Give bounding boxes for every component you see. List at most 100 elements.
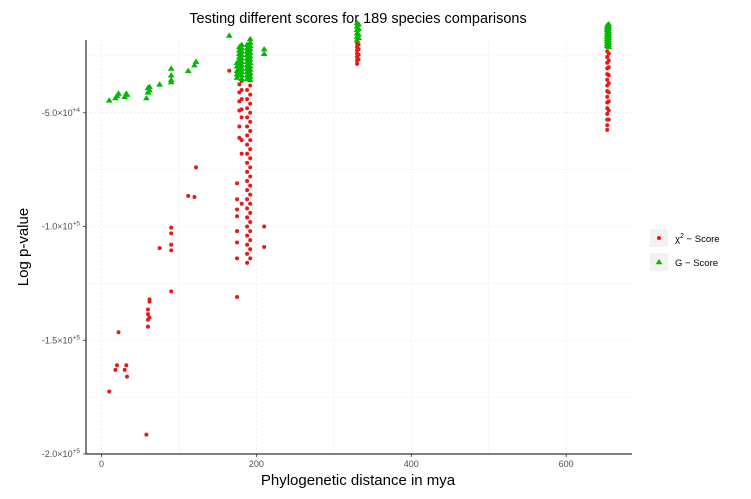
data-point-circle <box>248 156 253 161</box>
data-point-circle <box>606 90 611 95</box>
data-point-triangle <box>246 56 254 62</box>
data-point-circle <box>262 224 267 229</box>
data-point-circle <box>245 115 250 120</box>
data-point-triangle <box>246 39 254 45</box>
data-point-circle <box>356 42 361 47</box>
data-point-circle <box>248 138 253 143</box>
data-point-triangle <box>233 74 241 80</box>
data-point-circle <box>245 142 250 147</box>
data-point-triangle <box>167 72 175 78</box>
data-point-circle <box>248 101 253 106</box>
data-point-circle <box>245 106 250 111</box>
y-axis-label: Log p-value <box>15 208 32 286</box>
data-point-circle <box>262 245 267 249</box>
data-point-triangle <box>123 91 131 97</box>
data-point-circle <box>606 58 611 63</box>
data-point-triangle <box>146 86 153 93</box>
data-point-circle <box>145 307 150 312</box>
data-point-circle <box>239 115 244 120</box>
data-point-circle <box>248 201 253 206</box>
data-point-triangle <box>355 31 363 37</box>
series-chi2-score <box>107 41 611 437</box>
data-point-circle <box>245 242 250 247</box>
data-point-circle <box>235 229 240 234</box>
data-point-triangle <box>238 44 246 51</box>
data-point-circle <box>113 367 118 372</box>
data-point-circle <box>107 389 112 394</box>
data-point-circle <box>245 88 250 93</box>
data-point-circle <box>227 68 232 73</box>
data-point-circle <box>239 151 244 156</box>
data-point-circle <box>239 97 244 102</box>
data-point-circle <box>605 55 610 60</box>
legend-label: G − Score <box>675 258 718 269</box>
data-point-triangle <box>238 72 246 78</box>
data-point-circle <box>245 97 250 102</box>
data-point-circle <box>124 363 129 368</box>
data-point-triangle <box>238 61 246 68</box>
data-point-circle <box>606 117 611 122</box>
data-point-circle <box>606 73 611 78</box>
data-point-triangle <box>260 50 268 56</box>
data-point-circle <box>356 57 361 62</box>
x-axis-label: Phylogenetic distance in mya <box>261 472 456 489</box>
data-point-circle <box>248 128 253 133</box>
legend-item: χ2 − Score <box>650 229 720 247</box>
data-point-circle <box>248 147 253 152</box>
data-point-circle <box>605 111 610 116</box>
data-point-circle <box>606 99 611 104</box>
data-point-circle <box>245 260 250 265</box>
data-point-triangle <box>246 42 254 48</box>
data-point-triangle <box>238 41 246 47</box>
data-point-circle <box>245 124 250 129</box>
legend-key-triangle <box>655 258 663 265</box>
data-point-circle <box>248 165 253 170</box>
legend: χ2 − Score G − Score <box>650 229 720 271</box>
data-point-circle <box>245 251 250 256</box>
data-point-circle <box>186 193 191 198</box>
data-point-circle <box>235 295 240 300</box>
data-point-triangle <box>238 75 246 81</box>
data-point-circle <box>169 231 174 236</box>
data-point-triangle <box>238 68 246 75</box>
x-tick-label: 400 <box>404 459 419 469</box>
data-point-triangle <box>225 32 233 38</box>
data-point-circle <box>239 88 244 93</box>
data-point-circle <box>245 151 250 156</box>
data-point-circle <box>245 179 250 184</box>
data-point-triangle <box>260 46 268 52</box>
series-g-score <box>105 19 613 103</box>
data-point-circle <box>248 83 253 88</box>
data-point-circle <box>605 94 610 99</box>
data-point-triangle <box>105 97 113 103</box>
data-point-circle <box>245 206 250 211</box>
data-point-circle <box>239 201 244 206</box>
data-point-circle <box>116 330 121 335</box>
y-tick-label: -1.0×10+5 <box>42 221 81 232</box>
data-point-circle <box>248 247 253 252</box>
data-point-triangle <box>192 58 200 64</box>
chart-title: Testing different scores for 189 species… <box>189 11 526 27</box>
data-point-circle <box>248 92 253 97</box>
data-point-circle <box>245 224 250 229</box>
data-point-circle <box>235 197 240 202</box>
grid <box>86 40 632 455</box>
data-point-circle <box>147 297 152 302</box>
data-point-triangle <box>238 48 246 54</box>
data-point-triangle <box>238 55 246 61</box>
data-point-circle <box>157 246 162 251</box>
data-point-circle <box>122 367 127 372</box>
data-point-triangle <box>167 79 175 85</box>
data-point-circle <box>248 183 253 188</box>
data-point-triangle <box>246 63 254 69</box>
data-point-circle <box>239 138 244 143</box>
data-point-triangle <box>355 25 363 31</box>
data-point-circle <box>145 312 150 317</box>
data-point-circle <box>235 207 240 212</box>
y-axis-ticks: -2.0×10+5 -1.5×10+5 -1.0×10+5 -5.0×10+4 <box>42 107 86 459</box>
data-point-circle <box>245 169 250 174</box>
data-point-circle <box>245 133 250 138</box>
data-point-triangle <box>246 46 254 52</box>
data-point-triangle <box>246 73 254 79</box>
